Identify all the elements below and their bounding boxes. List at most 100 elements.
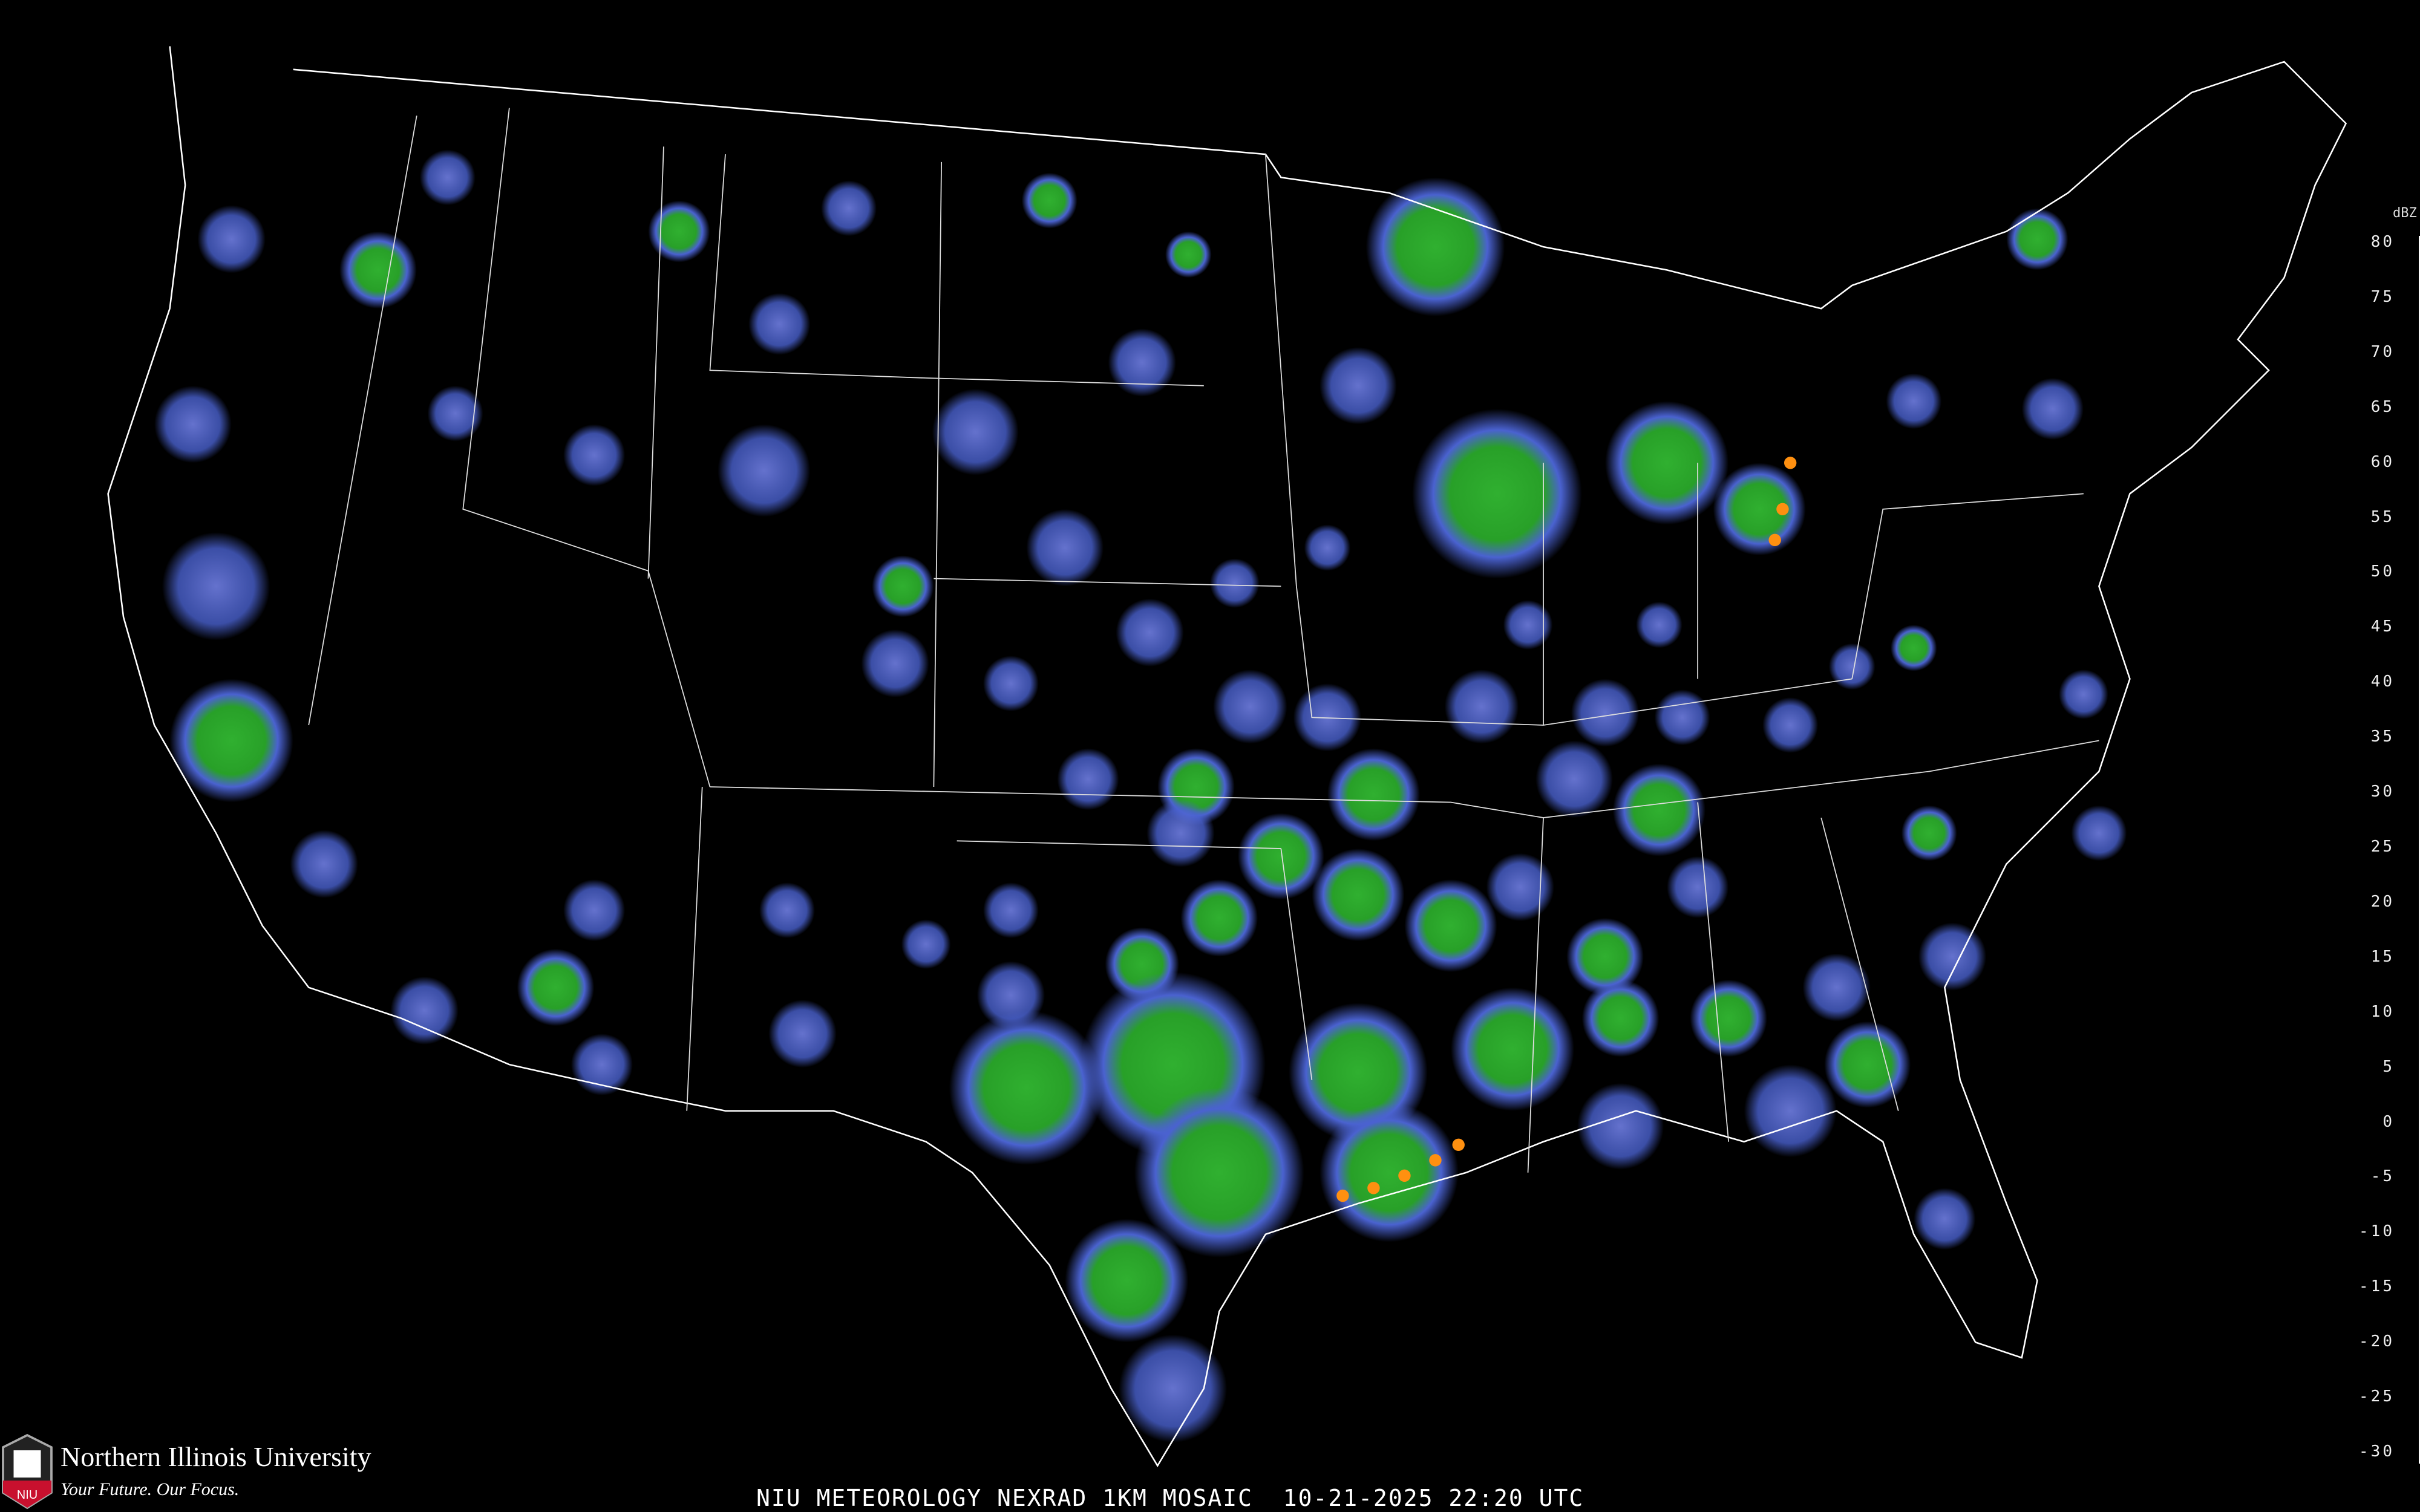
state-line — [462, 108, 711, 787]
legend-tick: 60 — [2370, 452, 2395, 471]
radar-echo — [2021, 378, 2084, 440]
radar-echo — [1581, 979, 1660, 1057]
radar-echo — [1237, 813, 1324, 900]
radar-echo — [1365, 177, 1505, 316]
radar-echo — [290, 830, 358, 898]
radar-echo — [197, 205, 266, 273]
legend-tick: 45 — [2370, 618, 2395, 636]
legend-tick: 35 — [2370, 728, 2395, 746]
legend-tick: 75 — [2370, 287, 2395, 306]
niu-logo: NIU Northern Illinois University Your Fu… — [0, 1430, 371, 1512]
legend-color-bar — [2419, 236, 2420, 1464]
radar-echo — [1566, 917, 1644, 996]
radar-echo — [1690, 979, 1767, 1057]
legend-tick: 0 — [2382, 1112, 2395, 1131]
radar-echo — [718, 424, 811, 517]
radar-echo — [2071, 805, 2127, 861]
legend-tick: -5 — [2370, 1167, 2395, 1186]
radar-echo — [759, 882, 815, 939]
radar-echo — [1213, 670, 1287, 744]
radar-echo — [1404, 879, 1497, 973]
radar-echo — [1108, 328, 1176, 397]
state-line — [933, 161, 943, 787]
radar-echo — [983, 656, 1039, 712]
legend-tick: 20 — [2370, 892, 2395, 911]
radar-echo — [648, 200, 710, 262]
radar-echo — [1762, 697, 1819, 753]
legend-tick: 80 — [2370, 233, 2395, 251]
legend-unit: dBZ — [2393, 206, 2417, 221]
radar-echo — [1824, 1021, 1911, 1108]
radar-echo-heavy — [1452, 1138, 1465, 1152]
radar-echo — [1802, 953, 1871, 1022]
legend-tick: 15 — [2370, 947, 2395, 966]
state-line — [647, 146, 664, 579]
radar-echo — [1165, 231, 1212, 278]
radar-echo-heavy — [1367, 1182, 1380, 1194]
radar-echo — [1065, 1219, 1189, 1343]
radar-echo — [1304, 524, 1351, 571]
radar-echo — [1021, 172, 1078, 229]
state-line — [686, 786, 703, 1111]
radar-echo-heavy — [1776, 503, 1789, 516]
state-line — [308, 116, 417, 726]
legend-tick: 5 — [2382, 1057, 2395, 1076]
radar-echo — [1828, 643, 1876, 690]
radar-echo-heavy — [1768, 533, 1781, 547]
radar-echo — [1450, 987, 1575, 1111]
radar-echo — [1057, 748, 1119, 810]
state-line — [1280, 848, 1313, 1080]
radar-echo — [1571, 679, 1640, 747]
radar-echo — [1713, 463, 1806, 556]
radar-echo — [1577, 1083, 1664, 1170]
state-line — [1851, 493, 2084, 679]
radar-echoes — [154, 149, 2127, 1443]
radar-echo — [1146, 799, 1215, 867]
radar-echo-heavy — [1784, 457, 1797, 469]
radar-echo — [1503, 600, 1553, 650]
state-line — [1527, 818, 1544, 1173]
state-line — [957, 840, 1281, 849]
radar-echo — [1901, 805, 1957, 861]
state-line — [1295, 586, 1853, 726]
legend-tick: 10 — [2370, 1002, 2395, 1021]
radar-echo — [419, 149, 476, 206]
radar-echo — [1744, 1064, 1837, 1158]
legend-tick: -30 — [2359, 1442, 2395, 1461]
university-tagline: Your Future. Our Focus. — [60, 1479, 240, 1499]
radar-echo — [1320, 1103, 1459, 1242]
radar-echo — [1914, 1188, 1976, 1250]
legend-tick: -25 — [2359, 1387, 2395, 1406]
radar-echo — [1412, 409, 1582, 579]
state-line — [1450, 740, 2099, 818]
state-line — [1697, 802, 1730, 1142]
radar-echo — [821, 180, 877, 236]
radar-echo — [571, 1034, 633, 1096]
radar-echo — [154, 385, 232, 463]
radar-echo-heavy — [1336, 1189, 1349, 1202]
radar-echo — [983, 882, 1039, 939]
radar-echo — [748, 293, 811, 355]
radar-echo — [932, 388, 1019, 475]
radar-echo — [1134, 1087, 1304, 1258]
radar-echo — [2006, 208, 2068, 270]
state-line — [934, 578, 1281, 587]
radar-echo — [1636, 601, 1683, 648]
radar-echo — [861, 629, 929, 698]
dbz-color-legend: dBZ 80 75 70 65 60 55 50 45 40 35 30 25 20 15 10 5 0 -5 -1… — [2359, 206, 2420, 1470]
mosaic-title: NIU METEOROLOGY NEXRAD 1KM MOSAIC 10-21-… — [756, 1485, 1584, 1511]
radar-echo — [1891, 625, 1937, 671]
radar-echo — [1535, 740, 1613, 818]
radar-echo — [949, 1010, 1104, 1165]
radar-echo — [1119, 1334, 1228, 1443]
legend-tick: 55 — [2370, 507, 2395, 526]
radar-echo — [1180, 879, 1258, 957]
radar-echo — [339, 231, 417, 309]
svg-text:NIU: NIU — [17, 1488, 38, 1502]
radar-echo — [1654, 689, 1710, 746]
radar-echo — [1667, 856, 1729, 918]
radar-echo — [872, 555, 934, 618]
legend-tick: 40 — [2370, 673, 2395, 691]
radar-echo — [563, 879, 626, 942]
